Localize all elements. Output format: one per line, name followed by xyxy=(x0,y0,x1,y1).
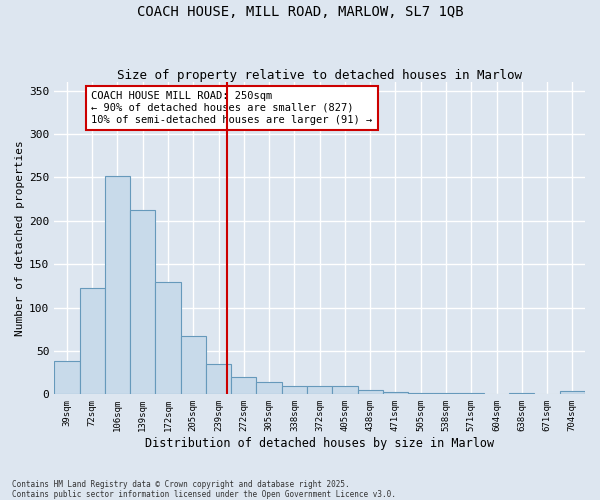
Bar xyxy=(105,176,130,394)
Bar xyxy=(181,336,206,394)
Bar xyxy=(54,362,80,394)
Bar xyxy=(358,390,383,394)
Bar xyxy=(130,210,155,394)
Y-axis label: Number of detached properties: Number of detached properties xyxy=(15,140,25,336)
Text: COACH HOUSE, MILL ROAD, MARLOW, SL7 1QB: COACH HOUSE, MILL ROAD, MARLOW, SL7 1QB xyxy=(137,5,463,19)
Bar xyxy=(80,288,105,395)
Bar xyxy=(332,386,358,394)
Text: COACH HOUSE MILL ROAD: 250sqm
← 90% of detached houses are smaller (827)
10% of : COACH HOUSE MILL ROAD: 250sqm ← 90% of d… xyxy=(91,92,373,124)
Bar xyxy=(256,382,282,394)
Bar xyxy=(231,377,256,394)
Bar xyxy=(282,386,307,394)
X-axis label: Distribution of detached houses by size in Marlow: Distribution of detached houses by size … xyxy=(145,437,494,450)
Bar xyxy=(383,392,408,394)
Text: Contains HM Land Registry data © Crown copyright and database right 2025.
Contai: Contains HM Land Registry data © Crown c… xyxy=(12,480,396,499)
Bar xyxy=(206,364,231,394)
Bar xyxy=(307,386,332,394)
Bar xyxy=(408,392,433,394)
Bar xyxy=(560,391,585,394)
Bar xyxy=(155,282,181,395)
Title: Size of property relative to detached houses in Marlow: Size of property relative to detached ho… xyxy=(117,69,522,82)
